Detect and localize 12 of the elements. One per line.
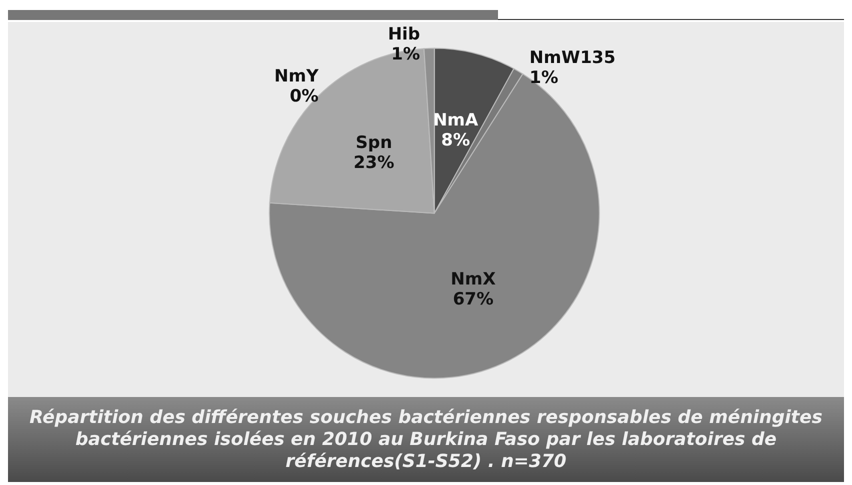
- category-label: NmY: [274, 66, 319, 86]
- text: Répartition des différentes souches bactériennes responsables de méningites bactériennes isolées en 2010 au Burkina Faso par les laboratoires de références(S1-S52) . n=370: [8, 397, 844, 482]
- data-label: 67%: [452, 289, 494, 310]
- slice-label: Hib: [388, 24, 420, 44]
- data-label: 23%: [354, 152, 394, 173]
- slice-label: Spn: [356, 132, 392, 153]
- data-label: 8%: [441, 130, 470, 150]
- text: 0%: [290, 86, 319, 106]
- data-label: 1%: [529, 68, 558, 88]
- data-label: 1%: [391, 44, 420, 64]
- slice-label: NmW135: [529, 48, 616, 68]
- slice-label: NmX: [450, 269, 496, 290]
